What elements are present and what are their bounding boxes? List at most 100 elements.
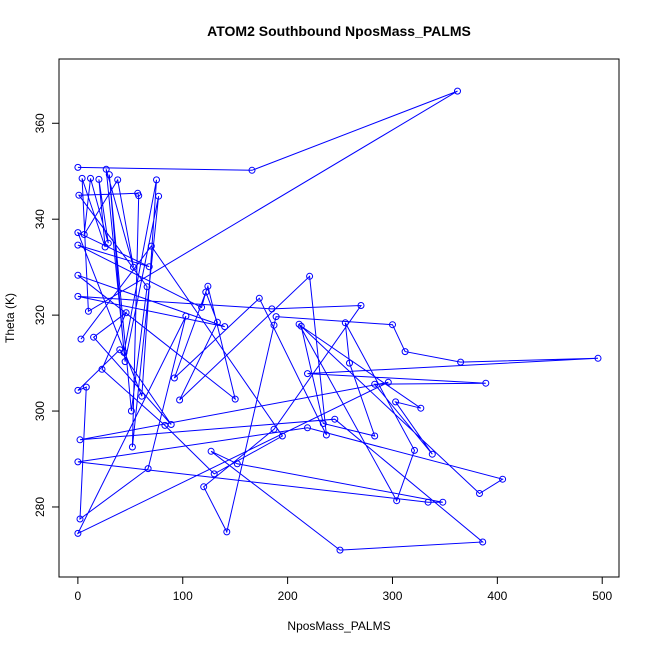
data-point xyxy=(295,320,303,328)
data-point xyxy=(341,319,349,327)
data-point xyxy=(221,323,229,331)
data-series xyxy=(74,87,602,554)
x-axis-label: NposMass_PALMS xyxy=(287,619,390,633)
x-tick-label: 400 xyxy=(487,589,507,603)
data-point xyxy=(499,475,507,483)
x-tick-label: 200 xyxy=(278,589,298,603)
data-point xyxy=(322,431,330,439)
data-point xyxy=(80,231,88,238)
data-point xyxy=(143,283,151,291)
data-point xyxy=(102,165,110,173)
data-point xyxy=(278,432,286,440)
data-point xyxy=(74,386,82,394)
data-point xyxy=(74,241,82,249)
y-tick-label: 300 xyxy=(33,401,47,421)
data-point xyxy=(392,398,400,406)
data-point xyxy=(270,321,278,329)
data-point xyxy=(371,432,379,440)
data-point xyxy=(138,392,146,400)
x-tick-label: 100 xyxy=(173,589,193,603)
data-point xyxy=(204,282,212,290)
data-point xyxy=(76,436,84,444)
y-axis: 280 300 320 340 360 xyxy=(33,113,59,517)
data-point xyxy=(223,528,231,536)
data-point xyxy=(144,465,152,473)
data-point xyxy=(176,396,184,404)
data-point xyxy=(255,294,263,302)
chart-title: ATOM2 Southbound NposMass_PALMS xyxy=(207,23,471,39)
data-point xyxy=(77,335,85,343)
data-point xyxy=(74,292,82,300)
data-point xyxy=(594,354,602,362)
data-point xyxy=(147,242,155,250)
data-point xyxy=(331,415,339,423)
x-axis: 0 100 200 300 400 500 xyxy=(75,577,613,603)
data-point xyxy=(357,302,365,309)
data-point xyxy=(210,470,218,478)
data-point xyxy=(304,370,311,378)
data-point xyxy=(207,447,215,455)
data-point xyxy=(270,425,278,433)
data-point xyxy=(401,348,409,356)
plot-frame xyxy=(58,58,620,578)
data-point xyxy=(170,374,178,382)
series-points xyxy=(74,87,602,554)
data-point xyxy=(198,303,206,311)
data-point xyxy=(116,346,124,354)
data-point xyxy=(233,460,241,468)
data-point xyxy=(336,546,344,554)
data-point xyxy=(134,189,142,197)
data-point xyxy=(105,171,113,179)
data-point xyxy=(74,529,82,537)
data-point xyxy=(127,407,135,415)
data-point xyxy=(213,318,221,326)
data-point xyxy=(74,163,82,171)
data-point xyxy=(104,239,112,247)
data-point xyxy=(130,263,137,271)
data-point xyxy=(121,358,129,366)
data-point xyxy=(74,229,82,237)
data-point xyxy=(90,333,98,341)
data-point xyxy=(389,321,396,329)
data-point xyxy=(155,192,163,200)
data-point xyxy=(304,424,311,432)
data-point xyxy=(248,166,256,174)
data-point xyxy=(95,175,103,183)
data-point xyxy=(74,458,82,466)
data-point xyxy=(84,307,92,315)
data-point xyxy=(182,312,190,320)
data-point xyxy=(128,443,136,451)
data-point xyxy=(371,380,379,388)
x-tick-label: 0 xyxy=(75,589,82,603)
y-tick-label: 320 xyxy=(33,305,47,325)
data-point xyxy=(297,322,305,330)
y-tick-label: 280 xyxy=(33,497,47,517)
data-point xyxy=(482,379,490,387)
data-point xyxy=(153,176,160,184)
y-tick-label: 360 xyxy=(33,113,47,133)
data-point xyxy=(393,497,401,505)
data-point xyxy=(454,87,461,95)
data-point xyxy=(319,420,327,427)
data-point xyxy=(417,404,425,412)
data-point xyxy=(306,272,314,280)
data-point xyxy=(272,313,280,321)
data-point xyxy=(145,263,153,271)
data-point xyxy=(74,271,82,279)
data-point xyxy=(161,421,169,429)
data-point xyxy=(231,395,239,403)
data-point xyxy=(346,359,353,367)
x-tick-label: 300 xyxy=(382,589,402,603)
data-point xyxy=(122,309,130,317)
data-point xyxy=(457,358,465,366)
data-point xyxy=(98,365,106,373)
data-point xyxy=(114,176,122,184)
data-point xyxy=(479,538,487,546)
data-point xyxy=(87,174,94,182)
data-point xyxy=(202,288,210,296)
data-point xyxy=(76,515,84,523)
y-tick-label: 340 xyxy=(33,209,47,229)
data-point xyxy=(268,305,276,313)
y-axis-label: Theta (K) xyxy=(3,293,17,343)
